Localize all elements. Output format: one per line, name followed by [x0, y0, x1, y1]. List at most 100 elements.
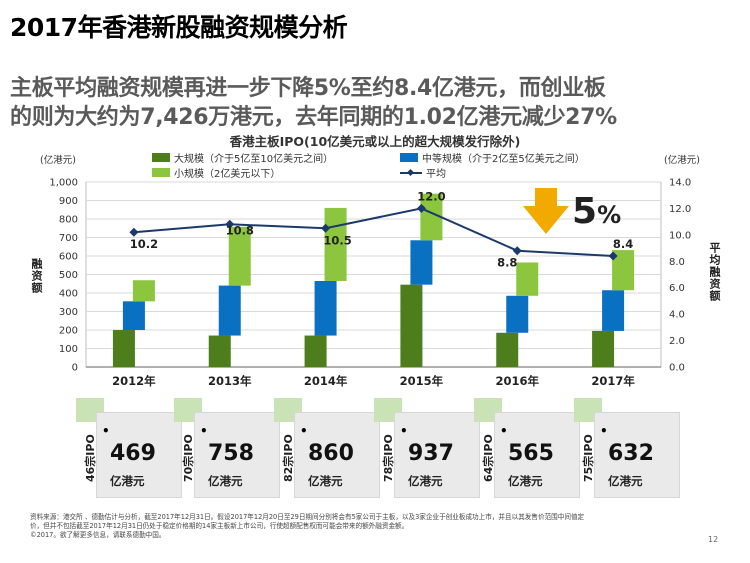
bar-medium-4: [506, 295, 529, 333]
bar-medium-0: [122, 301, 145, 330]
footer-line-3: ©2017。欲了解更多信息，请联系德勤中国。: [30, 531, 166, 539]
legend-swatch-medium: [400, 153, 418, 162]
bar-medium-1: [218, 285, 241, 336]
summary-card: [194, 412, 280, 498]
card-value: 860: [308, 441, 354, 466]
average-marker-4: [512, 246, 522, 256]
legend-swatch-large: [152, 153, 170, 162]
average-data-label: 10.2: [130, 237, 158, 251]
x-tick-label: 2017年: [591, 374, 635, 388]
y-right-tick-label: 14.0: [669, 178, 691, 189]
card-bullet: •: [500, 424, 508, 438]
legend-item-average: 平均: [400, 165, 446, 180]
bar-small-4: [516, 262, 539, 296]
bar-small-0: [132, 280, 155, 302]
slide-title: 2017年香港新股融资规模分析: [10, 13, 348, 42]
ticks-layer: 0 100 200 300 400 500 600 700 800 900 1,000 0.0 2.0 4…: [49, 178, 691, 389]
y-left-tick-label: 800: [59, 215, 78, 226]
card-value: 937: [408, 441, 454, 466]
card-ipo-count: 75宗IPO: [582, 434, 595, 482]
y-right-tick-label: 6.0: [669, 283, 685, 294]
line-layer: 10.2 10.8 10.5 12.0 8.8 8.4: [129, 189, 633, 270]
y-right-tick-label: 8.0: [669, 257, 685, 268]
y-left-tick-label: 200: [59, 326, 78, 337]
decline-percent-value: 5: [572, 191, 598, 232]
bars-layer: [112, 193, 635, 367]
card-unit: 亿港元: [308, 474, 343, 488]
y-left-tick-label: 600: [59, 252, 78, 263]
card-value: 565: [508, 441, 554, 466]
summary-card: [494, 412, 580, 498]
card-ipo-count: 46宗IPO: [84, 434, 97, 482]
legend-label-medium: 中等规模（介于2亿至5亿美元之间）: [422, 154, 585, 165]
y-left-tick-label: 400: [59, 289, 78, 300]
card-value: 758: [208, 441, 254, 466]
card-bullet: •: [200, 424, 208, 438]
x-tick-label: 2013年: [208, 374, 252, 388]
card-unit: 亿港元: [408, 474, 443, 488]
y-right-tick-label: 12.0: [669, 204, 691, 215]
bar-small-5: [612, 250, 635, 291]
bar-small-3: [420, 193, 443, 241]
y-right-tick-label: 4.0: [669, 310, 685, 321]
average-data-label: 8.8: [497, 256, 517, 270]
card-ipo-count: 64宗IPO: [482, 434, 495, 482]
average-data-label: 12.0: [417, 189, 445, 203]
y-left-tick-label: 0: [72, 363, 78, 374]
y-left-tick-label: 300: [59, 307, 78, 318]
summary-card: [96, 412, 182, 498]
y-right-unit: (亿港元): [664, 155, 700, 166]
y-left-tick-label: 700: [59, 233, 78, 244]
legend-label-small: 小规模（2亿美元以下）: [174, 169, 281, 180]
y-right-axis-label: 平均融资额: [708, 242, 721, 302]
legend-line-average: [400, 168, 422, 178]
bar-large-1: [208, 335, 231, 367]
summary-card: [294, 412, 380, 498]
x-tick-label: 2015年: [400, 374, 444, 388]
legend-swatch-small: [152, 168, 170, 177]
card-unit: 亿港元: [608, 474, 643, 488]
page-number: 12: [708, 535, 719, 544]
card-ipo-count: 70宗IPO: [182, 434, 195, 482]
decline-percent-callout: 5%: [572, 191, 621, 232]
summary-card: [394, 412, 480, 498]
y-left-tick-label: 1,000: [49, 178, 78, 189]
average-marker-0: [129, 227, 139, 237]
y-left-tick-label: 900: [59, 196, 78, 207]
average-data-label: 10.5: [323, 233, 351, 247]
bar-medium-5: [602, 290, 625, 331]
legend-item-medium: 中等规模（介于2亿至5亿美元之间）: [400, 150, 585, 165]
y-right-tick-label: 2.0: [669, 336, 685, 347]
bar-large-0: [112, 330, 135, 367]
card-bullet: •: [300, 424, 308, 438]
grid-layer: [85, 181, 662, 368]
card-ipo-count: 82宗IPO: [282, 434, 295, 482]
card-bullet: •: [102, 424, 110, 438]
y-left-tick-label: 100: [59, 344, 78, 355]
footer-line-1: 资料来源：港交所 、德勤估计与分析，截至2017年12月31日。假设2017年1…: [30, 513, 585, 521]
footer-source: 资料来源：港交所 、德勤估计与分析，截至2017年12月31日。假设2017年1…: [30, 513, 720, 540]
x-tick-label: 2014年: [304, 374, 348, 388]
y-left-tick-label: 500: [59, 270, 78, 281]
down-arrow-icon: [523, 188, 569, 238]
card-bullet: •: [600, 424, 608, 438]
average-data-label: 8.4: [613, 237, 633, 251]
legend-item-small: 小规模（2亿美元以下）: [152, 165, 280, 180]
card-unit: 亿港元: [110, 474, 145, 488]
average-data-label: 10.8: [226, 223, 254, 237]
subtitle-line-1: 主板平均融资规模再进一步下降5%至约8.4亿港元，而创业板: [10, 76, 606, 101]
average-marker-3: [416, 203, 426, 213]
bar-medium-2: [314, 280, 337, 336]
x-tick-label: 2012年: [112, 374, 156, 388]
card-value: 469: [110, 441, 156, 466]
card-unit: 亿港元: [508, 474, 543, 488]
footer-line-2: 价，但并不包括截至2017年12月31日仍处于稳定价格期的14家主板新上市公司，…: [30, 522, 409, 530]
y-left-axis-label: 融资额: [30, 258, 43, 294]
y-right-tick-label: 10.0: [669, 230, 691, 241]
x-tick-label: 2016年: [495, 374, 539, 388]
bar-small-2: [324, 207, 347, 281]
subtitle-line-2: 的则为大约为7,426万港元，去年同期的1.02亿港元减少27%: [10, 105, 617, 130]
legend-label-average: 平均: [426, 169, 446, 180]
decline-percent-unit: %: [597, 201, 622, 229]
